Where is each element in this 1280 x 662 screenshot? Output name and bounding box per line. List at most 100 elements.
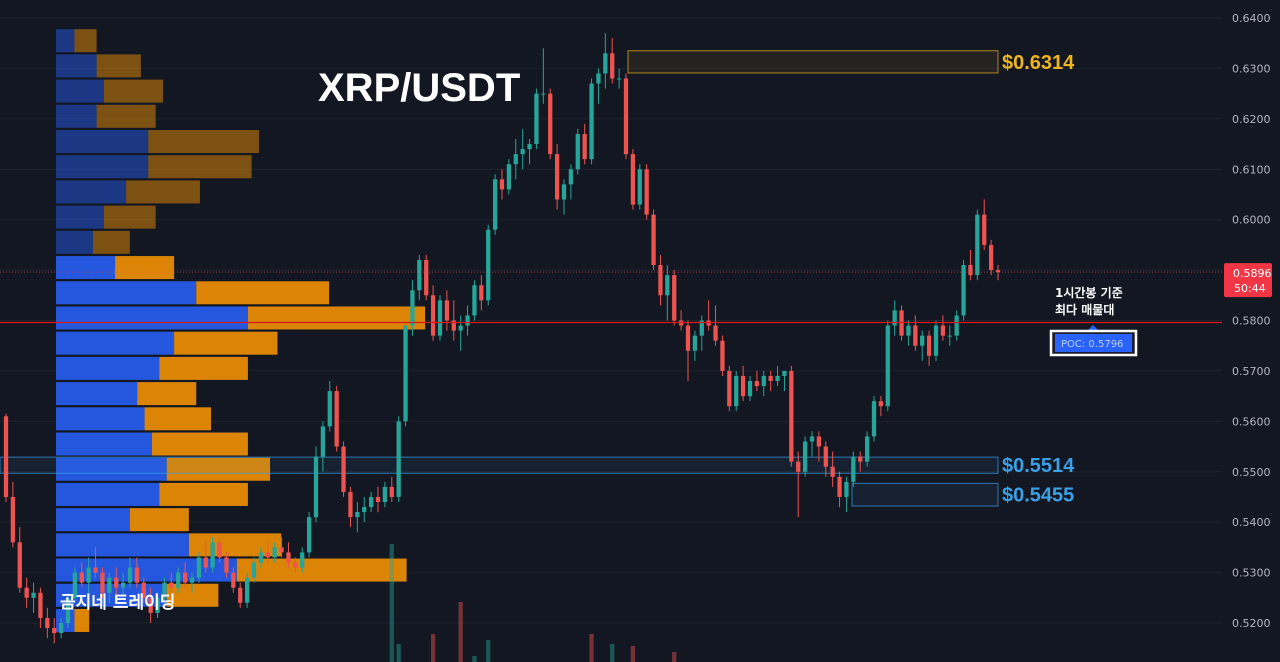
candle-body <box>761 375 766 387</box>
candle-body <box>348 491 353 518</box>
volume-profile-sell-bar <box>144 407 212 431</box>
volume-profile-sell-bar <box>129 508 189 532</box>
candle-body <box>472 285 477 316</box>
candle-body <box>837 476 842 497</box>
volume-bars <box>389 544 677 662</box>
candle-body <box>637 169 642 205</box>
candle-body <box>210 542 215 568</box>
volume-bar <box>472 656 477 662</box>
candle-body <box>265 552 270 558</box>
volume-profile-buy-bar <box>56 256 116 280</box>
candle-body <box>982 214 987 245</box>
level-zone <box>851 482 999 507</box>
price-axis[interactable]: 0.64000.63000.62000.61000.60000.59000.58… <box>1232 12 1271 630</box>
chart-title: XRP/USDT <box>318 66 520 110</box>
volume-profile-sell-bar <box>92 230 130 254</box>
candle-body <box>947 335 952 337</box>
poc-label-fill <box>1055 334 1132 352</box>
candle-body <box>238 587 243 603</box>
volume-profile-buy-bar <box>56 331 175 355</box>
candle-body <box>58 623 64 634</box>
price-levels: $0.6314 $0.5514 $0.5455 <box>0 50 1075 507</box>
volume-profile-sell-bar <box>247 306 426 330</box>
candle-body <box>306 517 312 553</box>
candle-body <box>644 169 649 215</box>
volume-profile-buy-bar <box>56 306 248 330</box>
candle-body <box>610 53 615 79</box>
candle-body <box>24 587 29 598</box>
candle-body <box>479 285 484 301</box>
y-tick-label: 0.6000 <box>1232 214 1271 227</box>
volume-profile-buy-bar <box>56 482 160 506</box>
candle-body <box>3 416 9 497</box>
candle-body <box>823 446 828 467</box>
candle-body <box>52 628 57 634</box>
volume-profile-sell-bar <box>159 356 248 380</box>
candle-body <box>410 290 415 326</box>
candle-body <box>403 325 408 422</box>
volume-profile-sell-bar <box>115 256 175 280</box>
volume-profile-sell-bar <box>126 180 200 204</box>
candle-body <box>713 325 718 341</box>
candle-body <box>809 436 815 442</box>
candle-body <box>279 547 284 553</box>
candle-body <box>65 597 71 623</box>
volume-profile-buy-bar <box>56 104 97 128</box>
candle-body <box>182 572 188 583</box>
candle-body <box>768 375 773 381</box>
candle-body <box>424 260 429 296</box>
candle-body <box>86 567 91 583</box>
candle-body <box>616 78 622 80</box>
candle-body <box>465 315 470 326</box>
candle-body <box>72 572 78 598</box>
y-tick-label: 0.6200 <box>1232 113 1271 126</box>
volume-profile-buy-bar <box>56 29 75 53</box>
candle-body <box>444 300 450 321</box>
volume-profile-sell-bar <box>96 54 141 78</box>
volume-bar <box>589 634 594 662</box>
candle-body <box>258 552 264 563</box>
candle-body <box>685 325 691 351</box>
candle-body <box>802 441 808 472</box>
candle-body <box>355 512 360 518</box>
volume-profile-buy-bar <box>56 54 97 78</box>
volume-profile-buy-bar <box>56 130 149 154</box>
candle-body <box>975 214 980 276</box>
volume-profile-buy-bar <box>56 230 93 254</box>
candle-body <box>527 144 532 150</box>
candle-body <box>93 567 98 573</box>
candle-body <box>754 381 760 387</box>
candle-body <box>341 446 346 492</box>
poc-note-line2: 최다 매물대 <box>1055 302 1114 317</box>
candle-body <box>961 265 966 316</box>
poc-label: POC: 0.5796 <box>1061 339 1123 350</box>
candle-body <box>541 93 546 95</box>
level-zone <box>627 50 999 74</box>
volume-bar <box>458 602 463 662</box>
volume-profile-buy-bar <box>56 457 167 481</box>
candle-body <box>492 179 498 230</box>
candle-body <box>906 325 911 336</box>
candle-body <box>45 617 50 629</box>
candle-body <box>396 421 401 497</box>
candle-body <box>451 320 456 331</box>
volume-bar <box>486 640 491 662</box>
candle-body <box>623 78 629 155</box>
candle-body <box>196 557 202 578</box>
candle-body <box>107 577 112 593</box>
candle-countdown: 50:44 <box>1234 282 1266 295</box>
candle-body <box>506 164 512 190</box>
current-price-tag[interactable] <box>1224 263 1272 298</box>
candle-body <box>920 335 925 346</box>
candle-body <box>203 557 208 568</box>
candle-body <box>851 456 856 482</box>
candle-body <box>169 582 174 588</box>
watermark-text: 곰지네 트레이딩 <box>60 593 175 613</box>
candle-body <box>603 53 608 74</box>
candle-body <box>844 481 849 497</box>
candle-body <box>658 265 663 296</box>
candle-body <box>189 577 195 583</box>
volume-profile-sell-bar <box>174 331 278 355</box>
level-price-label: $0.5455 <box>1002 485 1074 507</box>
